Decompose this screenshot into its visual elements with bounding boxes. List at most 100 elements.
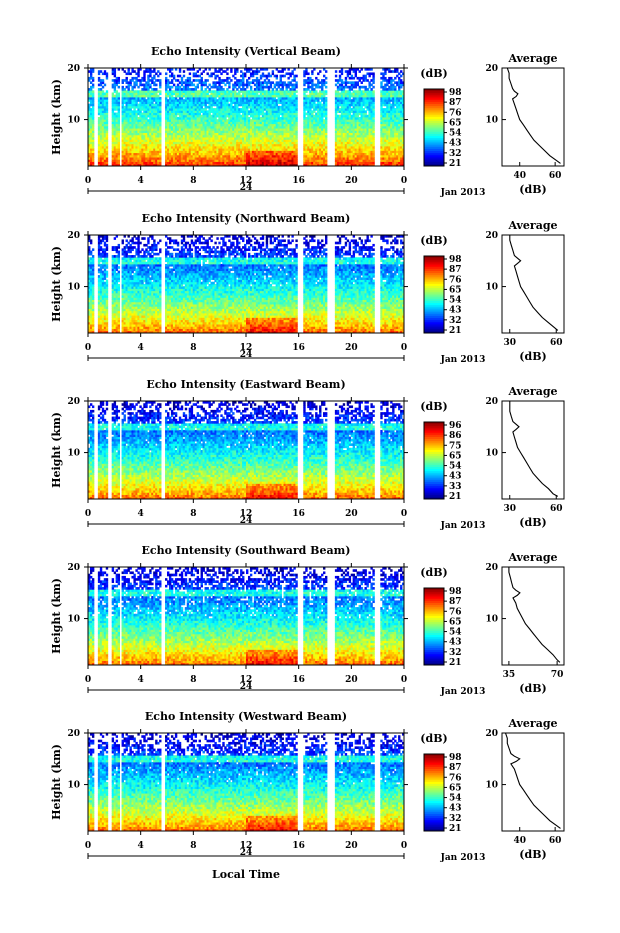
heatmap-cell (380, 154, 383, 158)
heatmap-cell (368, 128, 371, 131)
heatmap-cell (265, 141, 269, 145)
heatmap-cell (342, 123, 346, 127)
heatmap-cell (224, 154, 227, 158)
heatmap-cell (105, 137, 109, 140)
heatmap-cell (224, 130, 227, 133)
heatmap-cell (155, 117, 158, 120)
heatmap-cell (157, 128, 160, 131)
heatmap-cell (265, 150, 269, 154)
heatmap-cell (342, 132, 346, 136)
heatmap-cell (289, 112, 292, 116)
heatmap-cell (309, 150, 312, 154)
heatmap-cell (139, 161, 142, 165)
heatmap-cell (224, 137, 227, 140)
heatmap-cell (303, 143, 306, 147)
heatmap-cell (263, 128, 267, 131)
heatmap-cell (151, 112, 154, 116)
heatmap-cell (396, 125, 399, 129)
heatmap-cell (251, 150, 255, 154)
heatmap-cell (273, 143, 277, 147)
heatmap-cell (336, 125, 340, 129)
heatmap-cell (230, 154, 233, 158)
heatmap-cell (356, 145, 359, 149)
heatmap-cell (180, 137, 184, 140)
heatmap-cell (303, 128, 306, 131)
heatmap-cell (317, 119, 320, 122)
heatmap-cell (129, 125, 132, 129)
heatmap-cell (131, 152, 134, 156)
heatmap-cell (354, 145, 358, 149)
heatmap-cell (111, 110, 115, 113)
heatmap-cell (198, 114, 201, 118)
heatmap-cell (370, 154, 373, 158)
heatmap-cell (143, 134, 146, 138)
heatmap-cell (384, 143, 387, 147)
heatmap-cell (285, 143, 288, 147)
heatmap-cell (317, 134, 320, 138)
heatmap-cell (340, 125, 344, 129)
heatmap-cell (291, 163, 294, 167)
heatmap-cell (196, 145, 200, 149)
heatmap-cell (125, 117, 128, 120)
heatmap-cell (115, 163, 119, 167)
heatmap-cell (390, 114, 393, 118)
heatmap-cell (346, 121, 350, 125)
heatmap-cell (180, 132, 184, 136)
heatmap-cell (281, 141, 284, 145)
heatmap-cell (105, 157, 109, 160)
heatmap-cell (366, 128, 369, 131)
heatmap-cell (319, 123, 322, 127)
heatmap-cell (149, 163, 152, 167)
heatmap-cell (186, 128, 190, 131)
heatmap-cell (238, 161, 241, 165)
heatmap-cell (287, 117, 290, 120)
heatmap-cell (190, 132, 194, 136)
heatmap-cell (293, 154, 296, 158)
heatmap-cell (402, 134, 405, 138)
heatmap-cell (117, 110, 121, 113)
heatmap-cell (321, 117, 324, 120)
heatmap-cell (194, 114, 198, 118)
heatmap-cell (246, 137, 249, 140)
heatmap-cell (251, 130, 255, 133)
heatmap-cell (208, 110, 211, 113)
heatmap-cell (356, 163, 359, 167)
heatmap-cell (388, 123, 391, 127)
heatmap-cell (315, 145, 318, 149)
heatmap-cell (200, 134, 203, 138)
heatmap-cell (89, 154, 93, 158)
heatmap-cell (226, 163, 229, 167)
heatmap-cell (305, 139, 308, 142)
heatmap-cell (157, 112, 160, 116)
heatmap-cell (384, 119, 387, 122)
heatmap-cell (257, 134, 261, 138)
heatmap-cell (315, 150, 318, 154)
heatmap-cell (204, 154, 207, 158)
heatmap-cell (370, 132, 373, 136)
heatmap-cell (125, 125, 128, 129)
heatmap-cell (402, 161, 405, 165)
heatmap-cell (279, 110, 282, 113)
heatmap-cell (137, 125, 140, 129)
heatmap-cell (398, 130, 401, 133)
heatmap-cell (390, 145, 393, 149)
heatmap-cell (88, 150, 91, 154)
heatmap-cell (287, 152, 290, 156)
heatmap-cell (145, 159, 148, 162)
heatmap-cell (101, 148, 105, 151)
heatmap-cell (265, 152, 269, 156)
heatmap-cell (141, 159, 144, 162)
heatmap-cell (111, 121, 115, 125)
heatmap-cell (168, 110, 172, 113)
heatmap-cell (384, 148, 387, 151)
heatmap-cell (392, 148, 395, 151)
heatmap-cell (186, 154, 190, 158)
heatmap-cell (234, 139, 237, 142)
heatmap-cell (236, 148, 239, 151)
heatmap-cell (212, 130, 215, 133)
heatmap-cell (309, 125, 312, 129)
heatmap-cell (129, 139, 132, 142)
heatmap-cell (214, 145, 217, 149)
heatmap-cell (182, 128, 186, 131)
heatmap-cell (303, 123, 306, 127)
